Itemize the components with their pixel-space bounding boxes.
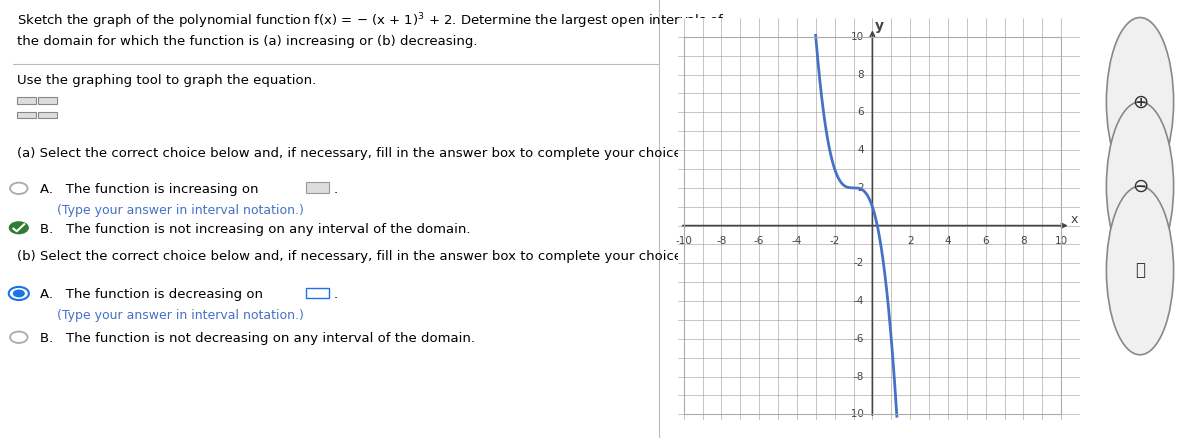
Text: x: x xyxy=(1070,213,1078,226)
Text: A.   The function is decreasing on: A. The function is decreasing on xyxy=(41,288,263,301)
Bar xyxy=(38,98,58,104)
Text: the domain for which the function is (a) increasing or (b) decreasing.: the domain for which the function is (a)… xyxy=(17,35,478,48)
Circle shape xyxy=(13,290,25,297)
Text: 8: 8 xyxy=(1020,236,1027,246)
Circle shape xyxy=(8,287,29,300)
Text: 6: 6 xyxy=(983,236,989,246)
Text: -2: -2 xyxy=(853,258,864,268)
Text: 6: 6 xyxy=(857,107,864,117)
Text: A.   The function is increasing on: A. The function is increasing on xyxy=(41,183,259,196)
Text: .: . xyxy=(334,183,337,196)
Text: (Type your answer in interval notation.): (Type your answer in interval notation.) xyxy=(58,204,304,217)
Circle shape xyxy=(1106,18,1174,186)
Text: -10: -10 xyxy=(847,410,864,419)
Text: ⤢: ⤢ xyxy=(1135,261,1145,279)
Text: -4: -4 xyxy=(792,236,802,246)
Text: .: . xyxy=(334,288,337,301)
Text: Sketch the graph of the polynomial function f(x) = $-$ (x + 1)$^3$ + 2. Determin: Sketch the graph of the polynomial funct… xyxy=(17,11,725,31)
Text: 4: 4 xyxy=(857,145,864,155)
Text: -6: -6 xyxy=(754,236,764,246)
Circle shape xyxy=(10,332,28,343)
Text: -8: -8 xyxy=(716,236,726,246)
Bar xyxy=(17,112,36,118)
Bar xyxy=(38,112,58,118)
Text: 10: 10 xyxy=(851,32,864,42)
Text: Use the graphing tool to graph the equation.: Use the graphing tool to graph the equat… xyxy=(17,74,316,88)
Circle shape xyxy=(1106,186,1174,355)
Text: 10: 10 xyxy=(1055,236,1068,246)
Text: ⊕: ⊕ xyxy=(1132,92,1148,111)
Text: ⊖: ⊖ xyxy=(1132,177,1148,196)
Text: -10: -10 xyxy=(676,236,692,246)
Text: (b) Select the correct choice below and, if necessary, fill in the answer box to: (b) Select the correct choice below and,… xyxy=(17,250,686,263)
Text: -4: -4 xyxy=(853,296,864,306)
Text: -6: -6 xyxy=(853,334,864,344)
Circle shape xyxy=(8,221,29,234)
Text: y: y xyxy=(875,18,883,32)
Text: 2: 2 xyxy=(857,183,864,193)
Bar xyxy=(17,98,36,104)
Text: -8: -8 xyxy=(853,371,864,381)
Circle shape xyxy=(10,183,28,194)
Text: B.   The function is not increasing on any interval of the domain.: B. The function is not increasing on any… xyxy=(41,223,470,236)
Text: 8: 8 xyxy=(857,70,864,80)
Text: -2: -2 xyxy=(829,236,840,246)
Text: B.   The function is not decreasing on any interval of the domain.: B. The function is not decreasing on any… xyxy=(41,332,475,345)
Bar xyxy=(306,182,329,193)
Circle shape xyxy=(1106,102,1174,270)
Text: (Type your answer in interval notation.): (Type your answer in interval notation.) xyxy=(58,309,304,322)
Text: (a) Select the correct choice below and, if necessary, fill in the answer box to: (a) Select the correct choice below and,… xyxy=(17,147,685,160)
Text: 2: 2 xyxy=(907,236,913,246)
Text: 4: 4 xyxy=(944,236,952,246)
Bar xyxy=(306,288,329,298)
